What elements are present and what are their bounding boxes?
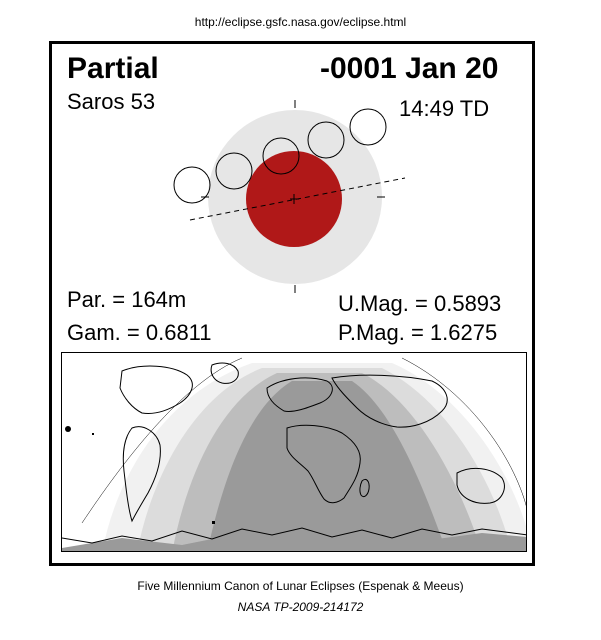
moon-position	[349, 108, 387, 146]
source-url[interactable]: http://eclipse.gsfc.nasa.gov/eclipse.htm…	[194, 15, 407, 29]
eclipse-time: 14:49 TD	[399, 96, 490, 121]
location-marker	[65, 426, 71, 432]
partial-duration: Par. = 164m	[67, 287, 187, 312]
south-america-outline	[122, 426, 161, 523]
nasa-publication: NASA TP-2009-214172	[237, 600, 364, 614]
antarctica-coastline	[62, 527, 526, 544]
eclipse-panel	[49, 41, 535, 566]
contour-line	[401, 357, 526, 507]
asia-outline	[331, 374, 448, 428]
moon-position	[262, 137, 300, 175]
saros-number: Saros 53	[67, 89, 156, 114]
australia-outline	[456, 467, 505, 504]
moon-position	[307, 121, 345, 159]
umbral-magnitude: U.Mag. = 0.5893	[338, 291, 502, 316]
canon-citation: Five Millennium Canon of Lunar Eclipses …	[137, 579, 464, 593]
europe-outline	[266, 377, 333, 412]
world-map-svg	[62, 357, 526, 551]
gamma-value: Gam. = 0.6811	[67, 320, 212, 345]
greenland-outline	[210, 362, 239, 384]
map-marker	[92, 433, 94, 435]
penumbral-magnitude: P.Mag. = 1.6275	[338, 320, 498, 345]
north-america-outline	[119, 365, 193, 414]
moon-position	[173, 166, 211, 204]
visibility-map	[61, 352, 527, 552]
eclipse-type: Partial	[67, 52, 159, 85]
madagascar-outline	[359, 478, 370, 498]
moon-position	[215, 152, 253, 190]
full-visibility-zone	[207, 381, 447, 551]
southern-dark-band	[62, 531, 526, 551]
africa-outline	[286, 424, 361, 504]
contour-line	[81, 357, 243, 524]
map-marker	[212, 521, 215, 524]
eclipse-date: -0001 Jan 20	[320, 52, 499, 85]
